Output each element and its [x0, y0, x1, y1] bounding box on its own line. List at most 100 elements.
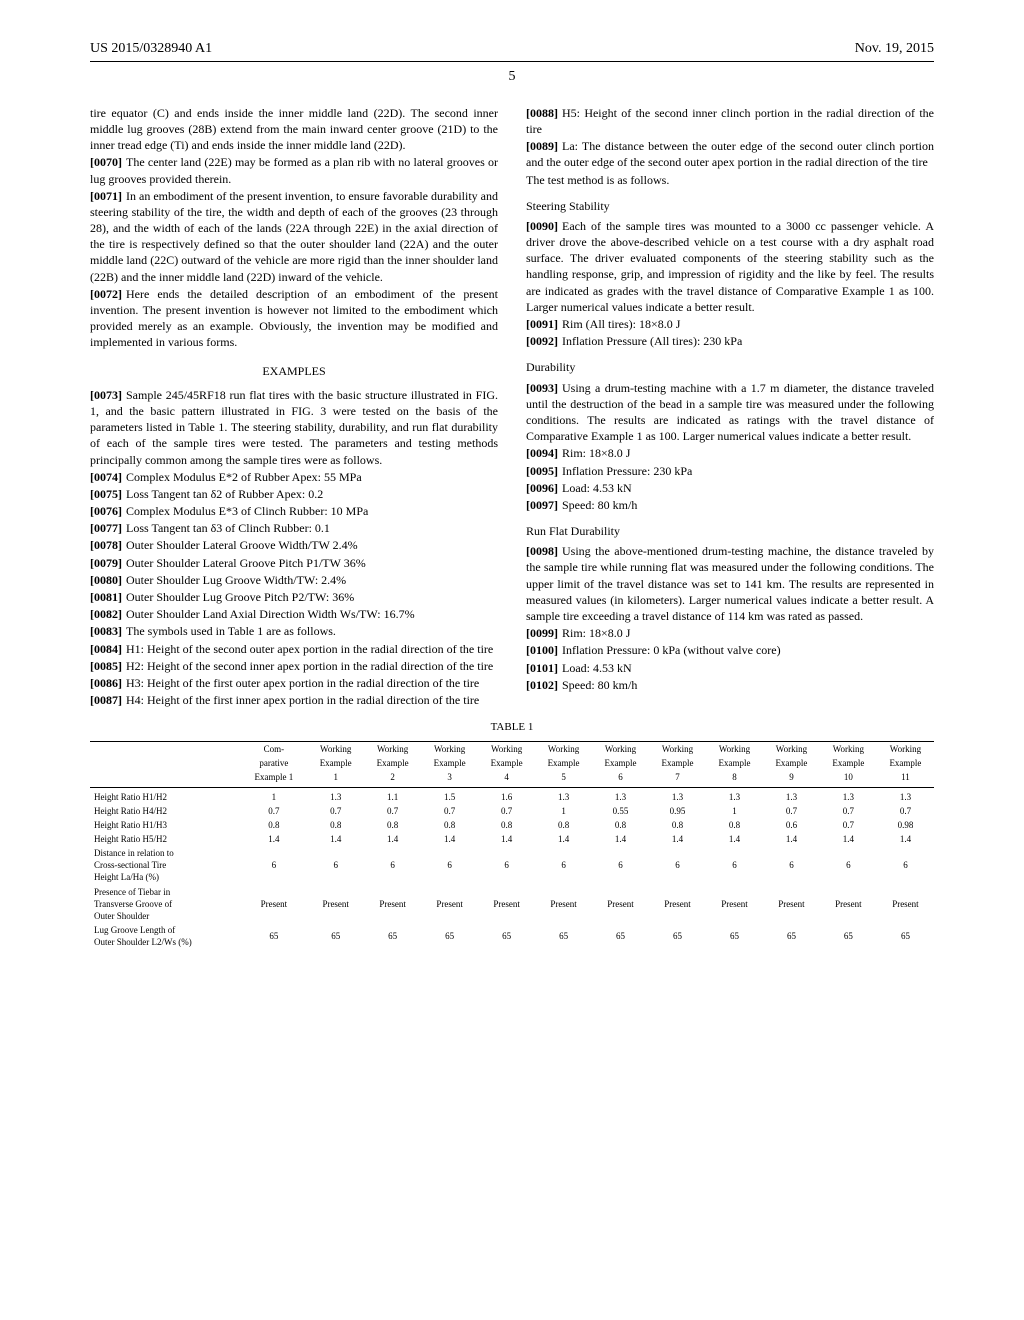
th: Example — [706, 756, 763, 770]
paragraph: [0091]Rim (All tires): 18×8.0 J — [526, 316, 934, 332]
cell: 1.4 — [763, 832, 820, 846]
para-ref: [0077] — [90, 521, 122, 535]
cell: 0.6 — [763, 818, 820, 832]
cell: 1 — [241, 787, 308, 804]
cell: Present — [649, 885, 706, 923]
cell: 0.7 — [364, 804, 421, 818]
para-text: Rim: 18×8.0 J — [562, 626, 630, 640]
th: Working — [592, 742, 649, 757]
row-label: Height Ratio H4/H2 — [90, 804, 241, 818]
th: Com- — [241, 742, 308, 757]
page-number: 5 — [90, 68, 934, 87]
para-ref: [0096] — [526, 481, 558, 495]
para-ref: [0079] — [90, 556, 122, 570]
para-text: H1: Height of the second outer apex port… — [126, 642, 493, 656]
para-ref: [0075] — [90, 487, 122, 501]
cell: 0.8 — [364, 818, 421, 832]
para-ref: [0102] — [526, 678, 558, 692]
cell: 6 — [706, 846, 763, 884]
cell: 6 — [820, 846, 877, 884]
cell: Present — [478, 885, 535, 923]
para-ref: [0084] — [90, 642, 122, 656]
cell: 1.4 — [364, 832, 421, 846]
cell: 1.4 — [706, 832, 763, 846]
page-header: US 2015/0328940 A1 Nov. 19, 2015 — [90, 40, 934, 62]
cell: Present — [241, 885, 308, 923]
cell: Present — [877, 885, 934, 923]
body-columns: tire equator (C) and ends inside the inn… — [90, 105, 934, 709]
paragraph: [0071]In an embodiment of the present in… — [90, 188, 498, 285]
cell: 65 — [478, 923, 535, 949]
cell: 65 — [364, 923, 421, 949]
cell: 0.8 — [592, 818, 649, 832]
paragraph: [0074]Complex Modulus E*2 of Rubber Apex… — [90, 469, 498, 485]
cell: Present — [535, 885, 592, 923]
cell: 0.55 — [592, 804, 649, 818]
cell: 0.8 — [421, 818, 478, 832]
paragraph: The test method is as follows. — [526, 172, 934, 188]
cell: 65 — [241, 923, 308, 949]
cell: 6 — [877, 846, 934, 884]
cell: 65 — [592, 923, 649, 949]
th: 5 — [535, 770, 592, 787]
th: Example — [535, 756, 592, 770]
th: Working — [421, 742, 478, 757]
cell: 0.7 — [241, 804, 308, 818]
paragraph: [0086]H3: Height of the first outer apex… — [90, 675, 498, 691]
para-ref: [0098] — [526, 544, 558, 558]
th-blank — [90, 742, 241, 757]
cell: Present — [307, 885, 364, 923]
th: 6 — [592, 770, 649, 787]
table-1-wrap: TABLE 1 Com- Working Working Working Wor… — [90, 720, 934, 949]
para-text: Outer Shoulder Lateral Groove Width/TW 2… — [126, 538, 358, 552]
paragraph: [0073]Sample 245/45RF18 run flat tires w… — [90, 387, 498, 468]
cell: 1 — [706, 804, 763, 818]
cell: 0.7 — [820, 818, 877, 832]
subheading: Durability — [526, 359, 934, 375]
cell: 1 — [535, 804, 592, 818]
paragraph: [0087]H4: Height of the first inner apex… — [90, 692, 498, 708]
para-ref: [0089] — [526, 139, 558, 153]
cell: 1.4 — [535, 832, 592, 846]
th: 7 — [649, 770, 706, 787]
cell: 0.8 — [706, 818, 763, 832]
cell: 0.8 — [535, 818, 592, 832]
th: 2 — [364, 770, 421, 787]
th: Working — [649, 742, 706, 757]
row-label: Height Ratio H1/H3 — [90, 818, 241, 832]
paragraph: [0092]Inflation Pressure (All tires): 23… — [526, 333, 934, 349]
paragraph: [0099]Rim: 18×8.0 J — [526, 625, 934, 641]
row-label: Presence of Tiebar inTransverse Groove o… — [90, 885, 241, 923]
cell: 1.4 — [307, 832, 364, 846]
th: 9 — [763, 770, 820, 787]
table-caption: TABLE 1 — [90, 720, 934, 735]
cell: 1.3 — [820, 787, 877, 804]
cell: 0.95 — [649, 804, 706, 818]
para-text: Loss Tangent tan δ3 of Clinch Rubber: 0.… — [126, 521, 330, 535]
paragraph: [0076]Complex Modulus E*3 of Clinch Rubb… — [90, 503, 498, 519]
th: 11 — [877, 770, 934, 787]
cell: 65 — [706, 923, 763, 949]
cell: 6 — [535, 846, 592, 884]
table-row: Lug Groove Length ofOuter Shoulder L2/Ws… — [90, 923, 934, 949]
cell: 6 — [307, 846, 364, 884]
cell: 0.7 — [763, 804, 820, 818]
table-row: Presence of Tiebar inTransverse Groove o… — [90, 885, 934, 923]
para-text: Outer Shoulder Lateral Groove Pitch P1/T… — [126, 556, 366, 570]
cell: 1.3 — [706, 787, 763, 804]
paragraph: [0095]Inflation Pressure: 230 kPa — [526, 463, 934, 479]
cell: 1.3 — [763, 787, 820, 804]
cell: 0.7 — [820, 804, 877, 818]
para-text: Load: 4.53 kN — [562, 661, 632, 675]
th: 3 — [421, 770, 478, 787]
cell: Present — [820, 885, 877, 923]
cell: 1.4 — [877, 832, 934, 846]
para-text: Here ends the detailed description of an… — [90, 287, 498, 350]
th: Example — [592, 756, 649, 770]
paragraph: [0081]Outer Shoulder Lug Groove Pitch P2… — [90, 589, 498, 605]
cell: 0.7 — [877, 804, 934, 818]
th: Example — [877, 756, 934, 770]
para-ref: [0094] — [526, 446, 558, 460]
cell: 6 — [241, 846, 308, 884]
para-text: Complex Modulus E*2 of Rubber Apex: 55 M… — [126, 470, 362, 484]
